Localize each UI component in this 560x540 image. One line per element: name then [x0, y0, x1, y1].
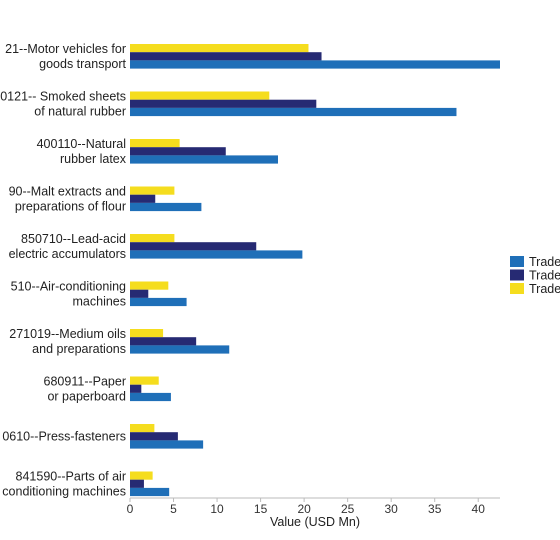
- bar-9-series-2: [130, 487, 170, 497]
- category-label-0-line-0: 21--Motor vehicles for: [5, 42, 126, 56]
- bar-8-series-1: [130, 432, 178, 441]
- legend-label-0: Trade: [529, 255, 560, 269]
- bar-7-series-2: [130, 392, 171, 402]
- category-label-1-line-1: of natural rubber: [34, 104, 126, 118]
- legend-swatch-0: [510, 256, 524, 267]
- bar-8-series-0: [130, 424, 155, 433]
- bar-8-series-2: [130, 440, 204, 449]
- x-tick-label-6: 30: [384, 502, 398, 516]
- bar-7-series-0: [130, 376, 159, 385]
- x-tick-label-2: 10: [210, 502, 224, 516]
- bars-layer: [130, 44, 500, 497]
- bar-5-series-1: [130, 289, 149, 298]
- x-tick-label-8: 40: [472, 502, 486, 516]
- category-label-7-line-1: or paperboard: [47, 389, 126, 403]
- x-tick-label-4: 20: [297, 502, 311, 516]
- bar-4-series-0: [130, 234, 175, 243]
- category-label-9-line-1: conditioning machines: [2, 484, 126, 498]
- x-tick-label-1: 5: [170, 502, 177, 516]
- category-label-2-line-1: rubber latex: [60, 152, 127, 166]
- category-label-6-line-1: and preparations: [32, 342, 126, 356]
- bar-3-series-0: [130, 186, 175, 195]
- x-axis-title: Value (USD Mn): [270, 515, 360, 529]
- category-label-5-line-1: machines: [73, 294, 127, 308]
- legend-label-1: Trade: [529, 269, 560, 283]
- category-label-2-line-0: 400110--Natural: [37, 137, 126, 151]
- category-label-7-line-0: 680911--Paper: [44, 374, 126, 388]
- category-label-3-line-1: preparations of flour: [15, 199, 126, 213]
- x-tick-label-7: 35: [428, 502, 442, 516]
- x-tick-label-0: 0: [127, 502, 134, 516]
- legend-swatch-1: [510, 269, 524, 281]
- bar-1-series-2: [130, 107, 457, 117]
- bar-7-series-1: [130, 384, 142, 393]
- category-label-0-line-1: goods transport: [39, 57, 126, 71]
- category-label-9-line-0: 841590--Parts of air: [16, 469, 126, 483]
- bar-5-series-0: [130, 281, 169, 290]
- bar-6-series-2: [130, 345, 230, 354]
- category-label-1-line-0: 0121-- Smoked sheets: [0, 89, 126, 103]
- bar-6-series-1: [130, 337, 197, 346]
- legend-label-2: Trade: [529, 282, 560, 296]
- bar-1-series-0: [130, 91, 270, 100]
- bar-4-series-1: [130, 242, 257, 251]
- bar-0-series-0: [130, 44, 309, 53]
- bar-2-series-0: [130, 139, 180, 148]
- x-tick-label-5: 25: [341, 502, 355, 516]
- category-label-6-line-0: 271019--Medium oils: [9, 327, 126, 341]
- x-tick-label-3: 15: [254, 502, 268, 516]
- x-axis: 0 5 10 15 20 25 30 35 40: [127, 497, 500, 516]
- bar-1-series-1: [130, 99, 317, 108]
- legend-swatch-2: [510, 283, 524, 294]
- bar-4-series-2: [130, 250, 303, 259]
- category-label-4-line-0: 850710--Lead-acid: [21, 232, 126, 246]
- bar-2-series-2: [130, 155, 278, 164]
- bar-0-series-1: [130, 52, 322, 61]
- bar-5-series-2: [130, 297, 187, 307]
- bar-6-series-0: [130, 329, 164, 338]
- category-label-5-line-0: 510--Air-conditioning: [11, 279, 126, 293]
- bar-9-series-0: [130, 471, 153, 480]
- bar-3-series-2: [130, 202, 202, 212]
- bar-3-series-1: [130, 194, 156, 203]
- bar-0-series-2: [130, 60, 500, 69]
- category-label-4-line-1: electric accumulators: [9, 247, 126, 261]
- category-label-3-line-0: 90--Malt extracts and: [9, 184, 126, 198]
- bar-2-series-1: [130, 147, 226, 156]
- category-label-8-line-0: 0610--Press-fasteners: [2, 429, 126, 443]
- bar-9-series-1: [130, 479, 144, 488]
